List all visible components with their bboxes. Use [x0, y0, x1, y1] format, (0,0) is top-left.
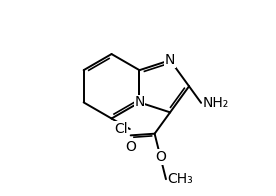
Text: O: O: [155, 150, 166, 164]
Text: N: N: [134, 95, 145, 109]
Text: N: N: [165, 53, 175, 67]
Text: NH₂: NH₂: [203, 96, 229, 110]
Text: N: N: [134, 95, 145, 109]
Text: CH₃: CH₃: [168, 172, 193, 186]
Text: Cl: Cl: [114, 122, 128, 136]
Text: O: O: [125, 140, 136, 154]
